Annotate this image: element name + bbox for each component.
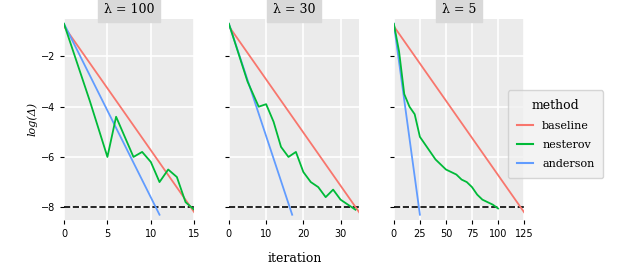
Text: iteration: iteration xyxy=(268,252,321,265)
Y-axis label: log(Δ): log(Δ) xyxy=(28,102,38,136)
Title: λ = 30: λ = 30 xyxy=(273,3,316,16)
Legend: baseline, nesterov, anderson: baseline, nesterov, anderson xyxy=(508,90,604,178)
Title: λ = 100: λ = 100 xyxy=(104,3,154,16)
Title: λ = 5: λ = 5 xyxy=(442,3,476,16)
